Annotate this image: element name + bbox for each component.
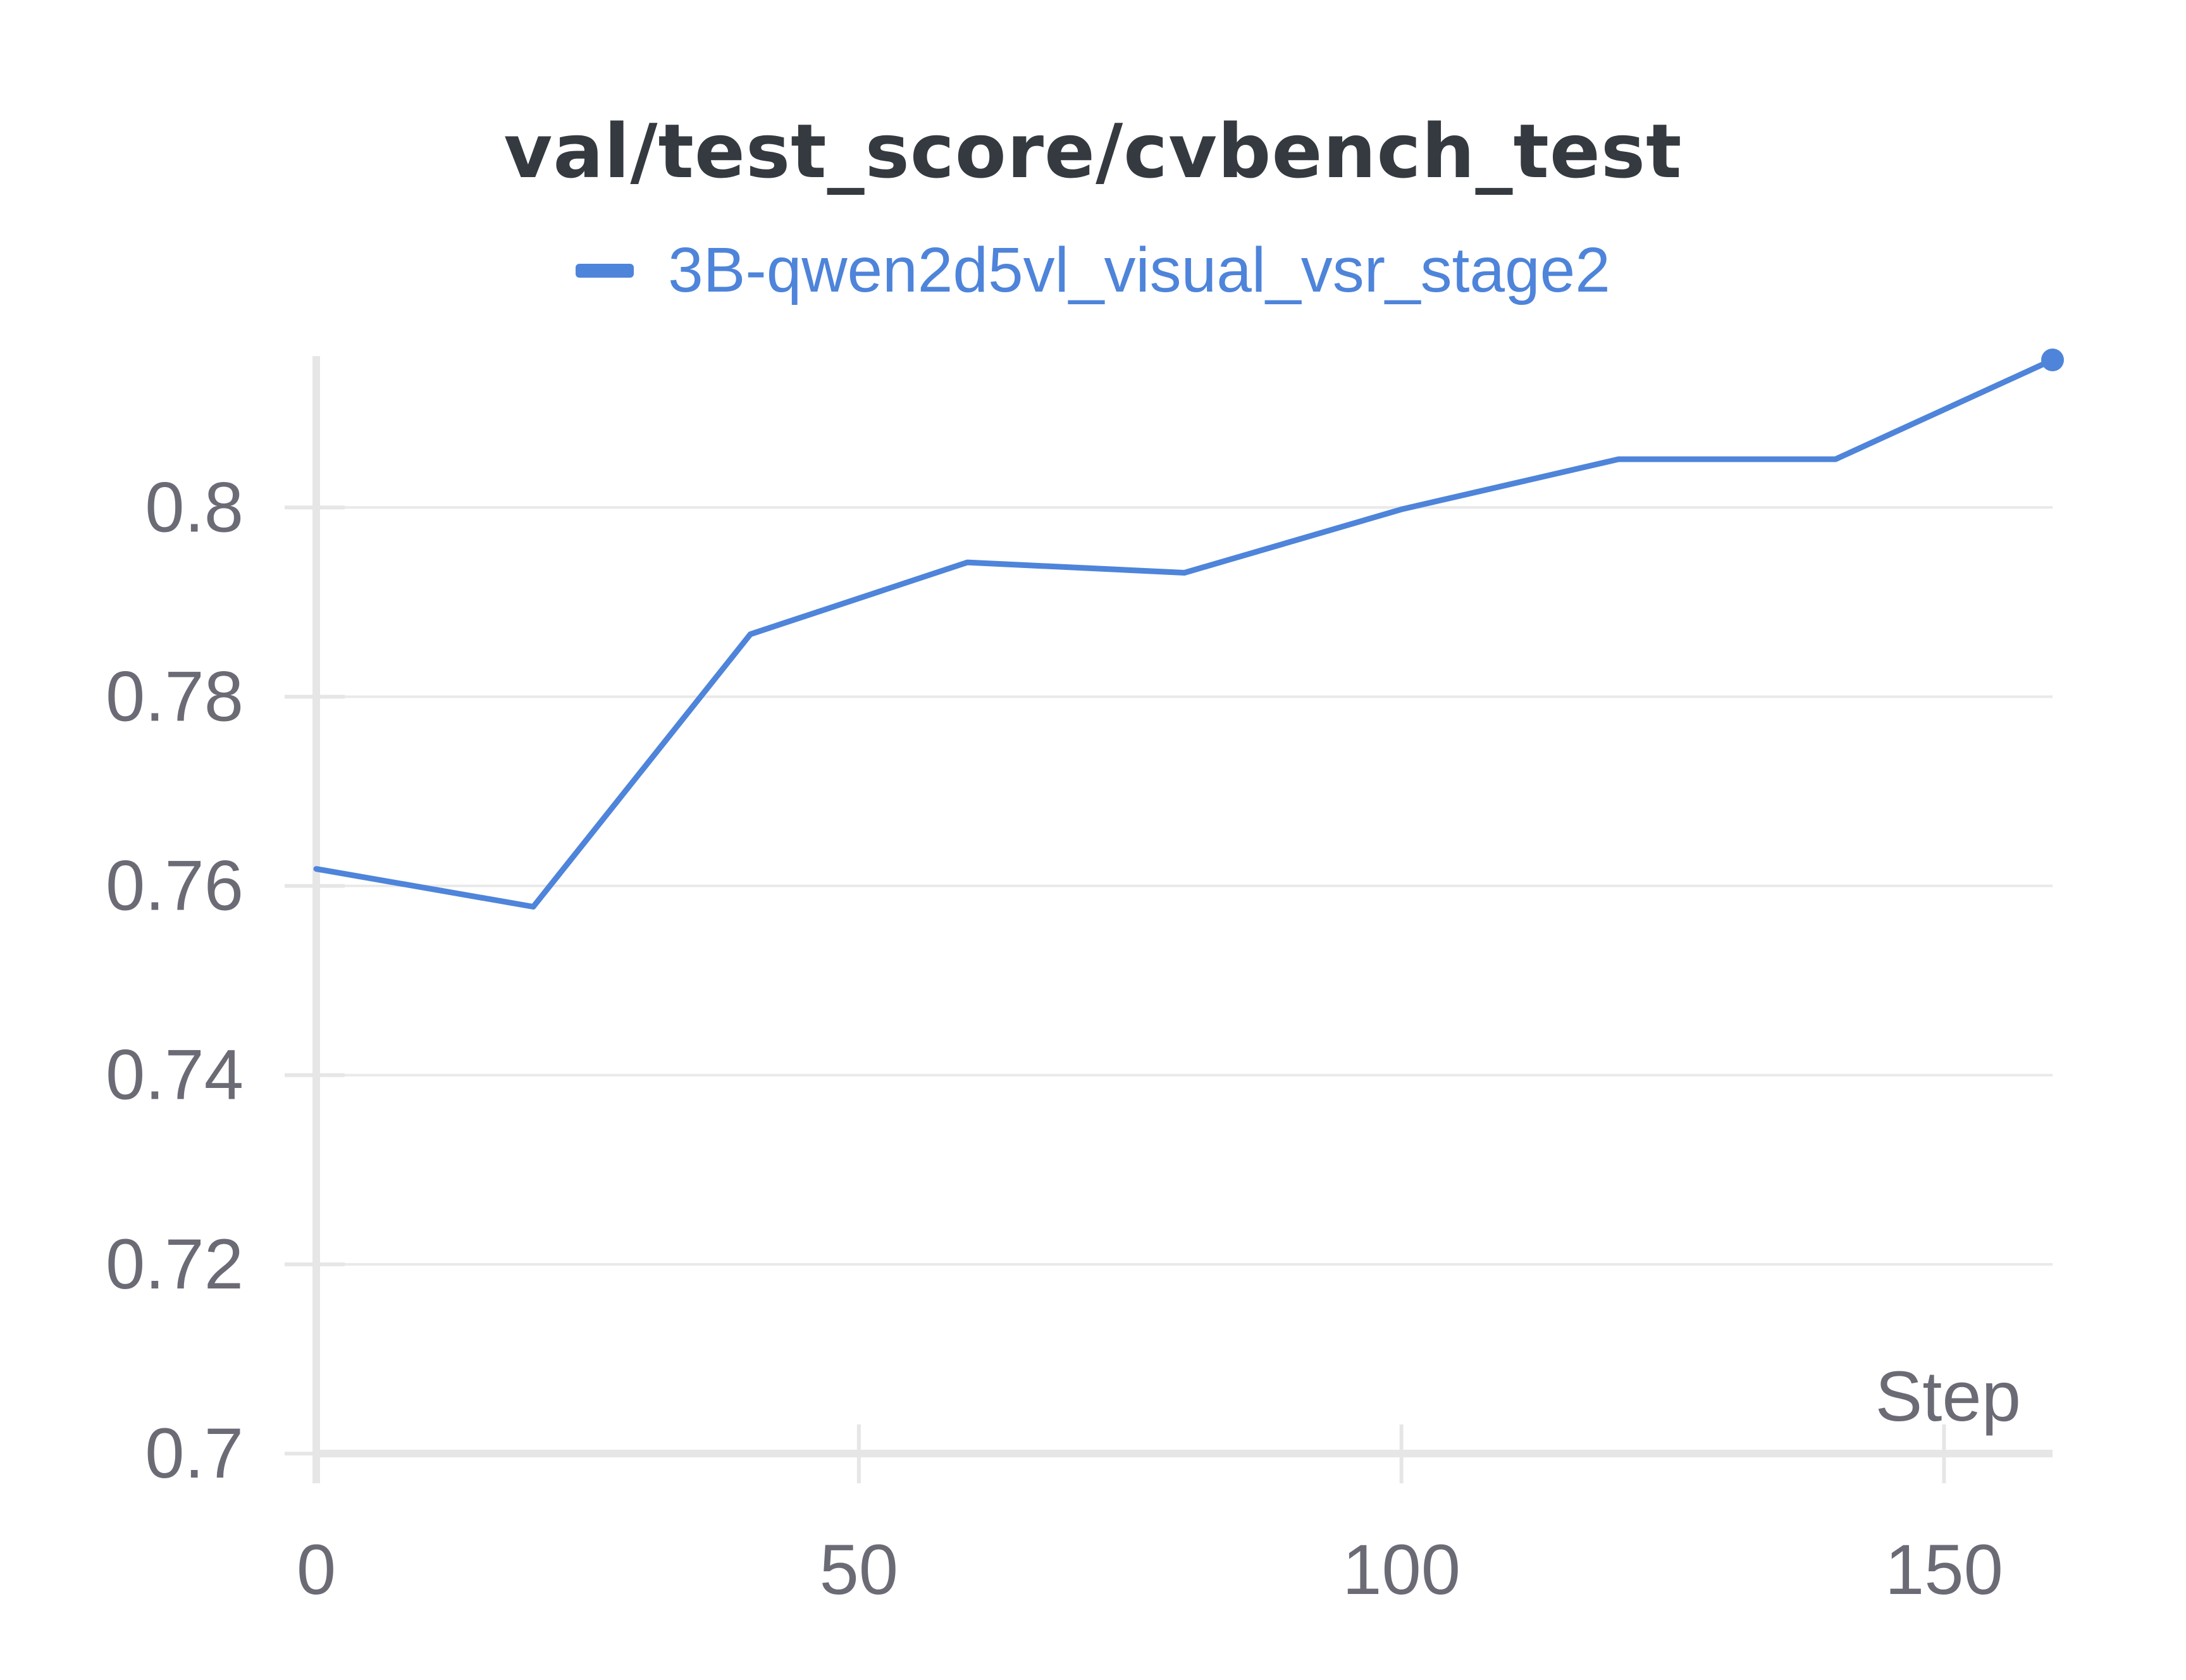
axes: [285, 356, 2053, 1483]
grid-lines: [316, 506, 2053, 1266]
x-axis-title: Step: [1875, 1357, 2021, 1436]
y-tick-label: 0.72: [106, 1225, 244, 1304]
series-layer: [313, 348, 2064, 910]
y-tick-label: 0.78: [106, 657, 244, 736]
y-tick-label: 0.8: [145, 467, 244, 547]
legend-series-label[interactable]: 3B-qwen2d5vl_visual_vsr_stage2: [668, 235, 1610, 306]
legend[interactable]: 3B-qwen2d5vl_visual_vsr_stage2: [0, 234, 2186, 307]
y-tick-label: 0.7: [145, 1414, 244, 1493]
series-endpoint-marker: [2041, 348, 2064, 371]
tick-labels: 0.7 0.72 0.74 0.76 0.78 0.8 0 50 100 150: [106, 467, 2003, 1609]
legend-swatch: [576, 263, 634, 278]
chart-title: val/test_score/cvbench_test: [503, 108, 1683, 195]
x-tick-label: 150: [1885, 1530, 2003, 1609]
x-tick-label: 50: [820, 1530, 899, 1609]
series-line: [313, 357, 2056, 910]
y-tick-label: 0.76: [106, 846, 244, 925]
x-tick-label: 0: [297, 1530, 336, 1609]
y-tick-label: 0.74: [106, 1035, 244, 1115]
x-tick-label: 100: [1342, 1530, 1460, 1609]
